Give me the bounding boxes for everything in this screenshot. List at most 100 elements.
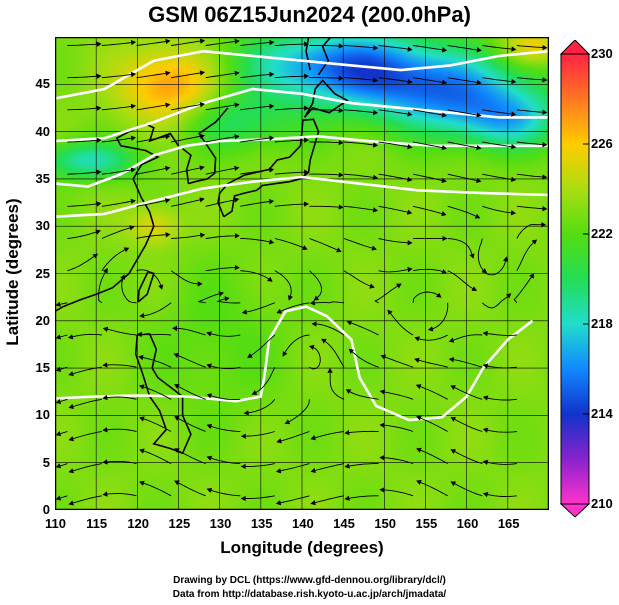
streamline-arrowhead (102, 326, 109, 332)
coastline (188, 107, 229, 185)
streamline (413, 141, 447, 149)
streamline (241, 463, 275, 467)
streamline-arrowhead (482, 363, 489, 369)
streamline-arrowhead (199, 165, 205, 171)
streamline (103, 396, 137, 400)
streamline (483, 493, 517, 497)
streamline (451, 449, 483, 465)
streamline (207, 488, 241, 497)
y-tick-label: 40 (35, 123, 50, 139)
streamline (172, 327, 206, 336)
streamline (378, 205, 412, 214)
streamline (247, 334, 276, 358)
streamline-arrowhead (476, 177, 482, 184)
streamline-arrowhead (416, 447, 422, 453)
streamline-arrowhead (414, 357, 420, 363)
streamline (309, 45, 343, 47)
streamline-arrowhead (407, 144, 413, 150)
y-tick-label: 45 (35, 76, 50, 92)
streamline (482, 77, 516, 83)
streamline (312, 323, 345, 336)
streamline-arrowhead (102, 268, 108, 274)
streamline-arrowhead (476, 144, 482, 151)
streamline (516, 109, 547, 113)
streamline (205, 167, 239, 175)
streamline-arrowhead (387, 309, 393, 316)
streamline-arrowhead (165, 70, 171, 77)
streamline-arrowhead (55, 463, 62, 469)
y-tick-label: 5 (42, 454, 50, 470)
coastlines (55, 37, 434, 455)
streamline (345, 495, 379, 500)
streamline (136, 269, 163, 290)
streamline (516, 45, 547, 49)
streamline-arrowhead (130, 103, 137, 110)
streamline (349, 348, 379, 368)
streamline (207, 456, 241, 465)
streamline (311, 463, 345, 472)
streamline-arrowhead (55, 301, 61, 307)
streamline-arrowhead (206, 487, 213, 493)
streamline-arrowhead (96, 73, 102, 79)
streamline (67, 202, 101, 207)
streamline-arrowhead (511, 46, 517, 52)
streamline (205, 72, 239, 79)
streamline (136, 104, 170, 111)
streamline (309, 345, 321, 370)
colorbar-label: 230 (591, 46, 613, 61)
streamline-arrowhead (502, 256, 509, 262)
streamline (343, 238, 377, 250)
streamline (276, 495, 310, 504)
coastline (55, 123, 180, 312)
x-tick-label: 165 (497, 516, 520, 531)
streamline-arrowhead (269, 39, 275, 46)
streamline-arrowhead (407, 46, 413, 52)
streamline (447, 141, 481, 149)
streamline-arrowhead (158, 284, 164, 290)
streamline-arrowhead (199, 38, 206, 44)
streamline-arrowhead (276, 438, 282, 444)
streamline-arrowhead (55, 431, 62, 437)
streamline (171, 234, 205, 239)
streamline (343, 77, 378, 81)
streamline (343, 205, 378, 212)
streamline (240, 270, 273, 282)
streamline-arrowhead (102, 394, 108, 401)
streamline (274, 43, 309, 46)
streamline (447, 238, 474, 259)
streamline (276, 463, 310, 473)
y-tick-label: 10 (35, 407, 50, 423)
streamline (101, 105, 136, 111)
streamline-arrowhead (542, 44, 548, 51)
streamline (277, 302, 310, 314)
streamline-arrowhead (372, 142, 379, 148)
streamline (380, 390, 414, 400)
x-tick-label: 160 (456, 516, 479, 531)
streamline-arrowhead (344, 463, 350, 469)
streamline-arrowhead (130, 39, 137, 46)
streamline-arrowhead (304, 169, 310, 175)
streamline (136, 233, 170, 239)
streamline-arrowhead (269, 167, 275, 173)
streamline-arrowhead (199, 70, 206, 76)
streamline (274, 107, 309, 111)
streamline-arrowhead (240, 433, 246, 439)
streamline-arrowhead (476, 47, 482, 53)
streamline (378, 173, 412, 181)
streamline (428, 302, 449, 331)
y-tick-label: 20 (35, 312, 50, 328)
chart-title: GSM 06Z15Jun2024 (200.0hPa) (148, 2, 471, 27)
streamline-arrowhead (123, 247, 130, 253)
streamline-arrowhead (174, 480, 180, 486)
streamline-arrowhead (311, 321, 317, 327)
streamline-arrowhead (130, 71, 137, 78)
streamline (483, 332, 517, 336)
streamline (101, 200, 135, 207)
streamline-arrowhead (174, 448, 180, 453)
streamline-arrowhead (282, 351, 288, 357)
streamline (309, 270, 323, 301)
streamline (241, 431, 275, 437)
streamline (378, 268, 412, 273)
streamline-arrowhead (448, 357, 455, 363)
streamline-arrowhead (505, 293, 512, 299)
